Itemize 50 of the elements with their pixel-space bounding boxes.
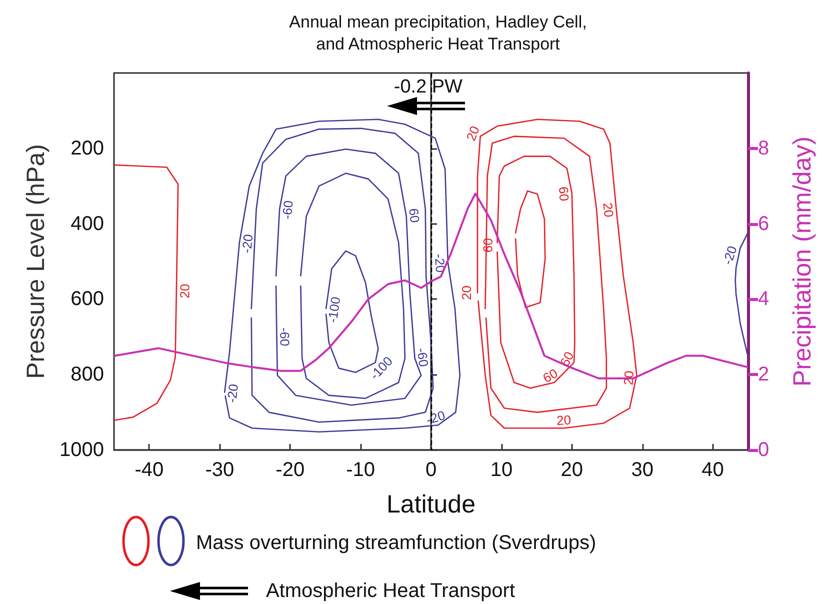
- line-series: [514, 190, 546, 308]
- text: Atmospheric Heat Transport: [266, 580, 516, 602]
- y-tick-label: 200: [70, 137, 104, 160]
- annotation: -60: [414, 346, 432, 368]
- x-tick-label: 0: [425, 459, 437, 481]
- x-tick-label: -20: [276, 459, 305, 481]
- annotation: 20: [463, 124, 483, 143]
- x-axis-title: Latitude: [386, 490, 476, 518]
- annotation: 20: [620, 370, 637, 386]
- annotation: 60: [406, 208, 422, 224]
- line-series: [496, 156, 576, 389]
- annotation: -100: [324, 296, 344, 324]
- annotation: -20: [424, 408, 447, 428]
- y-tick-label: 800: [70, 364, 104, 386]
- x-tick-label: -40: [134, 459, 164, 481]
- y-axis-title: Pressure Level (hPa): [22, 144, 50, 379]
- annotation: 20: [556, 412, 572, 428]
- x-tick-label: 20: [560, 459, 584, 481]
- x-tick-label: 10: [490, 459, 513, 481]
- y2-tick-label: 0: [758, 439, 770, 461]
- annotation: -100: [366, 353, 396, 383]
- annotation: -0.2 PW: [394, 76, 463, 98]
- annotation: -60: [279, 200, 296, 220]
- y-tick-label: 1000: [60, 439, 104, 461]
- annotation: -20: [720, 244, 740, 266]
- annotation: -60: [277, 327, 292, 346]
- x-tick-label: -10: [346, 459, 376, 481]
- y2-tick-label: 2: [758, 364, 770, 386]
- line-series: [114, 164, 179, 421]
- annotation: -20: [224, 383, 242, 404]
- y-tick-label: 400: [70, 212, 104, 235]
- y2-tick-label: 8: [758, 137, 770, 160]
- x-tick-label: -30: [205, 459, 234, 481]
- annotation: 60: [556, 186, 572, 202]
- annotation: 20: [459, 286, 474, 300]
- x-tick-label: 30: [631, 459, 654, 481]
- line-series: [734, 233, 748, 355]
- text: Mass overturning streamfunction (Sverdrups): [196, 532, 596, 554]
- y2-tick-label: 6: [758, 212, 770, 235]
- x-tick-label: 40: [702, 459, 724, 481]
- chart-title: Annual mean precipitation, Hadley Cell, and Atmospheric Heat Transport: [289, 12, 587, 54]
- annotation: -20: [238, 233, 256, 254]
- annotation: 60: [540, 365, 560, 386]
- annotation: 20: [600, 202, 616, 218]
- line-series: [224, 118, 461, 433]
- y-tick-label: 600: [70, 288, 104, 310]
- y2-tick-label: 4: [758, 288, 770, 310]
- annotation: 20: [177, 284, 192, 298]
- line-series: [300, 172, 406, 399]
- y2-axis-title: Precipitation (mm/day): [788, 136, 816, 387]
